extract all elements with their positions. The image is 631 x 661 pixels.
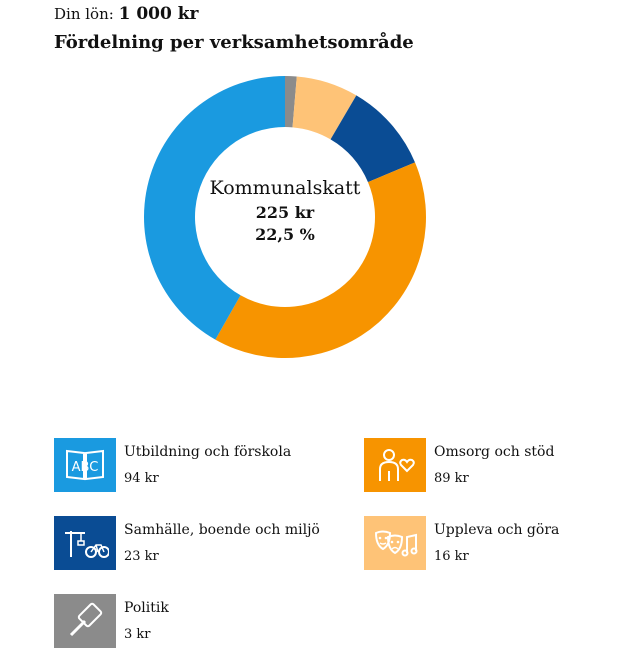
legend-label: Utbildning och förskola bbox=[124, 444, 292, 460]
legend-label: Politik bbox=[124, 600, 169, 616]
legend-value: 94 kr bbox=[124, 471, 159, 486]
svg-text:ABC: ABC bbox=[72, 460, 99, 475]
crane-bicycle-icon bbox=[54, 516, 116, 570]
legend-item-politik[interactable]: Politik 3 kr bbox=[54, 594, 324, 648]
donut-slice-uppleva[interactable] bbox=[292, 76, 357, 140]
legend-item-samhalle[interactable]: Samhälle, boende och miljö 23 kr bbox=[54, 516, 324, 570]
legend-label: Omsorg och stöd bbox=[434, 444, 555, 460]
gavel-icon bbox=[54, 594, 116, 648]
legend-item-utbildning[interactable]: ABC Utbildning och förskola 94 kr bbox=[54, 438, 324, 492]
legend-label: Uppleva och göra bbox=[434, 522, 560, 538]
salary-amount: 1 000 kr bbox=[118, 4, 199, 24]
donut-center-label: Kommunalskatt 225 kr 22,5 % bbox=[190, 177, 380, 244]
donut-slice-utbildning[interactable] bbox=[144, 76, 285, 340]
center-name: Kommunalskatt bbox=[209, 177, 361, 199]
center-amount: 225 kr bbox=[255, 203, 315, 222]
legend-item-omsorg[interactable]: Omsorg och stöd 89 kr bbox=[364, 438, 631, 492]
person-heart-icon bbox=[364, 438, 426, 492]
theater-masks-music-icon bbox=[364, 516, 426, 570]
book-abc-icon: ABC bbox=[54, 438, 116, 492]
legend-value: 3 kr bbox=[124, 627, 151, 642]
page-title: Fördelning per verksamhetsområde bbox=[54, 32, 414, 53]
legend-value: 89 kr bbox=[434, 471, 469, 486]
donut-slice-samhälle[interactable] bbox=[330, 95, 415, 183]
center-percent: 22,5 % bbox=[255, 225, 315, 244]
legend-label: Samhälle, boende och miljö bbox=[124, 522, 320, 538]
salary-label: Din lön: bbox=[54, 5, 114, 23]
legend-value: 23 kr bbox=[124, 549, 159, 564]
donut-slice-omsorg[interactable] bbox=[215, 162, 426, 359]
salary-line: Din lön: 1 000 kr bbox=[54, 4, 198, 24]
legend-item-uppleva[interactable]: Uppleva och göra 16 kr bbox=[364, 516, 631, 570]
donut-chart bbox=[144, 76, 426, 359]
donut-slice-politik[interactable] bbox=[285, 76, 297, 128]
legend-value: 16 kr bbox=[434, 549, 469, 564]
